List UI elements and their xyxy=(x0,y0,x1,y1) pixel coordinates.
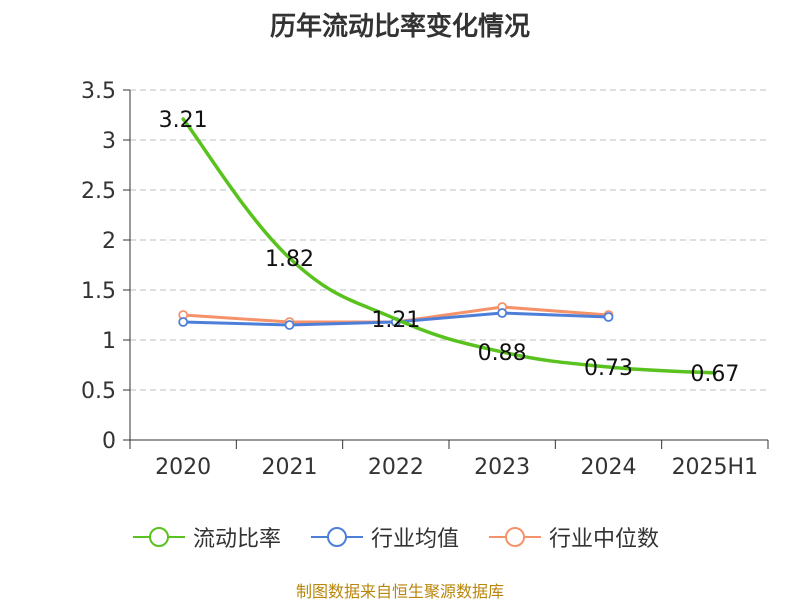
x-tick-label: 2023 xyxy=(474,455,530,480)
data-label: 0.73 xyxy=(584,356,633,381)
legend-label: 行业均值 xyxy=(371,527,460,552)
series-point-1 xyxy=(178,317,189,327)
x-tick-label: 2020 xyxy=(155,455,211,480)
series-point-1 xyxy=(284,320,295,330)
data-label: 3.21 xyxy=(159,108,208,133)
x-tick-label: 2025H1 xyxy=(672,455,759,480)
series-line-0 xyxy=(181,117,717,375)
series-layer xyxy=(178,117,717,375)
legend-item-industry-median[interactable]: 行业中位数 xyxy=(489,520,659,554)
legend-line-marker-icon xyxy=(489,527,541,547)
grid-layer xyxy=(130,89,768,391)
x-tick-label: 2022 xyxy=(368,455,424,480)
data-label-layer: 3.21 1.82 1.21 0.88 0.73 0.67 xyxy=(159,108,740,387)
y-tick-label: 1.5 xyxy=(81,279,116,304)
y-tick-label: 1 xyxy=(102,329,116,354)
series-point-1 xyxy=(497,308,508,318)
chart-title: 历年流动比率变化情况 xyxy=(269,12,530,42)
y-tick-label: 3 xyxy=(102,129,116,154)
y-tick-label: 3.5 xyxy=(81,79,116,104)
data-label: 1.82 xyxy=(265,247,314,272)
legend-label: 流动比率 xyxy=(193,527,282,552)
legend-line-marker-icon xyxy=(133,527,185,547)
series-point-1 xyxy=(603,312,614,322)
data-label: 1.21 xyxy=(371,308,420,333)
data-source-note: 制图数据来自恒生聚源数据库 xyxy=(295,582,504,601)
x-tick-label: 2024 xyxy=(581,455,637,480)
legend-line-marker-icon xyxy=(311,527,363,547)
data-label: 0.88 xyxy=(478,341,527,366)
legend-item-industry-average[interactable]: 行业均值 xyxy=(311,520,459,554)
legend: 流动比率 行业均值 行业中位数 xyxy=(0,520,800,554)
x-tick-label: 2021 xyxy=(262,455,318,480)
y-tick-label: 0 xyxy=(102,429,116,454)
y-tick-label: 0.5 xyxy=(81,379,116,404)
legend-item-current-ratio[interactable]: 流动比率 xyxy=(133,520,281,554)
y-tick-label: 2.5 xyxy=(81,179,116,204)
y-tick-label: 2 xyxy=(102,229,116,254)
data-label: 0.67 xyxy=(690,362,739,387)
axis-layer: 0 0.5 1 1.5 2 2.5 3 3.5 2020 2021 2022 2023 2024 2025… xyxy=(81,79,769,480)
legend-label: 行业中位数 xyxy=(549,527,660,552)
